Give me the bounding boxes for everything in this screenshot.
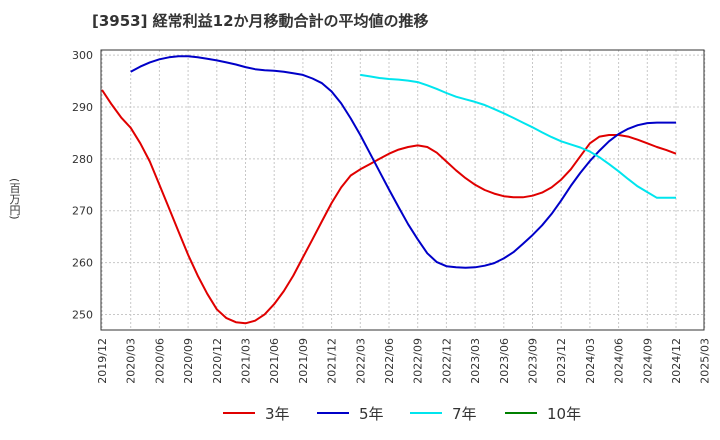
series-lines xyxy=(101,55,677,325)
x-tick-label: 2024/06 xyxy=(613,338,626,384)
y-tick-label: 260 xyxy=(72,257,93,270)
x-tick-label: 2025/03 xyxy=(699,338,712,384)
legend: 3年 5年 7年 10年 xyxy=(223,405,581,423)
x-tick-label: 2022/06 xyxy=(383,338,396,384)
x-tick-label: 2021/06 xyxy=(268,338,281,384)
y-tick-label: 250 xyxy=(72,308,93,321)
x-tick-label: 2022/12 xyxy=(440,338,453,384)
x-tick-label: 2024/03 xyxy=(584,338,597,384)
x-tick-label: 2023/03 xyxy=(469,338,482,384)
legend-label: 5年 xyxy=(359,405,384,423)
x-tick-label: 2021/09 xyxy=(297,338,310,384)
y-tick-label: 300 xyxy=(72,49,93,62)
x-tick-label: 2022/09 xyxy=(412,338,425,384)
legend-label: 10年 xyxy=(547,405,581,423)
legend-label: 7年 xyxy=(452,405,477,423)
x-tick-label: 2019/12 xyxy=(96,338,109,384)
series-line-5年 xyxy=(130,55,676,269)
x-tick-label: 2022/03 xyxy=(354,338,367,384)
chart-title: [3953] 経常利益12か月移動合計の平均値の推移 xyxy=(92,12,429,30)
grid-lines xyxy=(101,50,706,330)
y-tick-labels: 250 260 270 280 290 300 xyxy=(72,49,93,321)
y-tick-label: 270 xyxy=(72,205,93,218)
legend-label: 3年 xyxy=(265,405,290,423)
y-axis-label: (百万円) xyxy=(8,178,21,220)
x-tick-label: 2024/12 xyxy=(670,338,683,384)
x-tick-label: 2020/06 xyxy=(153,338,166,384)
x-tick-label: 2021/12 xyxy=(326,338,339,384)
x-tick-label: 2020/12 xyxy=(211,338,224,384)
x-tick-label: 2023/12 xyxy=(555,338,568,384)
x-tick-label: 2020/09 xyxy=(182,338,195,384)
plot-frame xyxy=(100,49,705,331)
x-tick-label: 2023/09 xyxy=(527,338,540,384)
x-tick-label: 2020/03 xyxy=(125,338,138,384)
x-tick-label: 2024/09 xyxy=(641,338,654,384)
y-tick-label: 280 xyxy=(72,153,93,166)
y-tick-label: 290 xyxy=(72,101,93,114)
series-line-7年 xyxy=(360,73,676,199)
x-tick-labels: 2019/12 2020/03 2020/06 2020/09 2020/12 2021/… xyxy=(96,338,712,384)
series-line-3年 xyxy=(101,89,677,325)
x-tick-label: 2023/06 xyxy=(498,338,511,384)
x-tick-label: 2021/03 xyxy=(240,338,253,384)
